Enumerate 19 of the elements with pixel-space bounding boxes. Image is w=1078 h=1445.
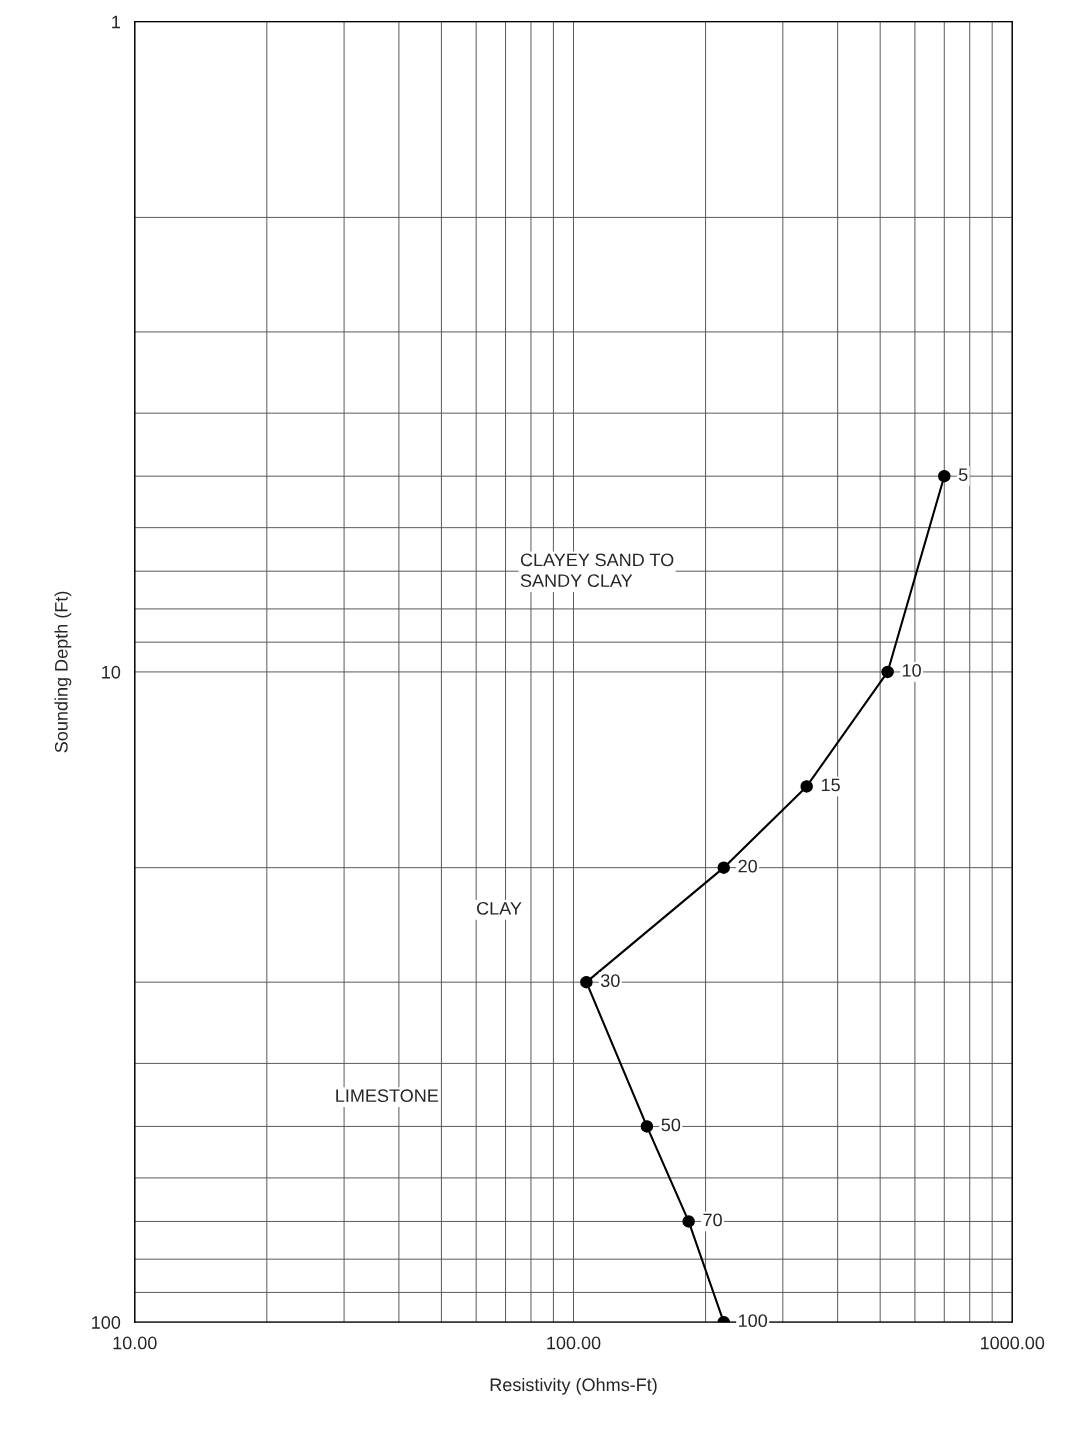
data-label: 20	[738, 859, 757, 873]
y-tick-label: 1	[112, 15, 120, 29]
x-tick-label: 100.00	[547, 1336, 601, 1350]
y-tick-label: 10	[102, 665, 121, 679]
annotation: LIMESTONE	[336, 1089, 439, 1103]
data-label: 100	[739, 1314, 768, 1328]
x-tick-label: 1000.00	[980, 1336, 1045, 1350]
data-label: 70	[703, 1213, 722, 1227]
data-label: 50	[661, 1118, 681, 1132]
x-tick-label: 10.00	[113, 1336, 157, 1350]
data-label: 5	[958, 468, 968, 482]
annotation: CLAYEY SAND TO SANDY CLAY	[520, 553, 674, 588]
data-label: 30	[600, 974, 620, 988]
y-axis-title: Sounding Depth (Ft)	[54, 591, 72, 753]
y-tick-label: 100	[92, 1316, 121, 1329]
annotation: CLAY	[477, 901, 522, 915]
data-label: 15	[821, 778, 840, 792]
data-label: 10	[902, 663, 921, 677]
x-axis-title: Resistivity (Ohms-Ft)	[490, 1377, 657, 1395]
